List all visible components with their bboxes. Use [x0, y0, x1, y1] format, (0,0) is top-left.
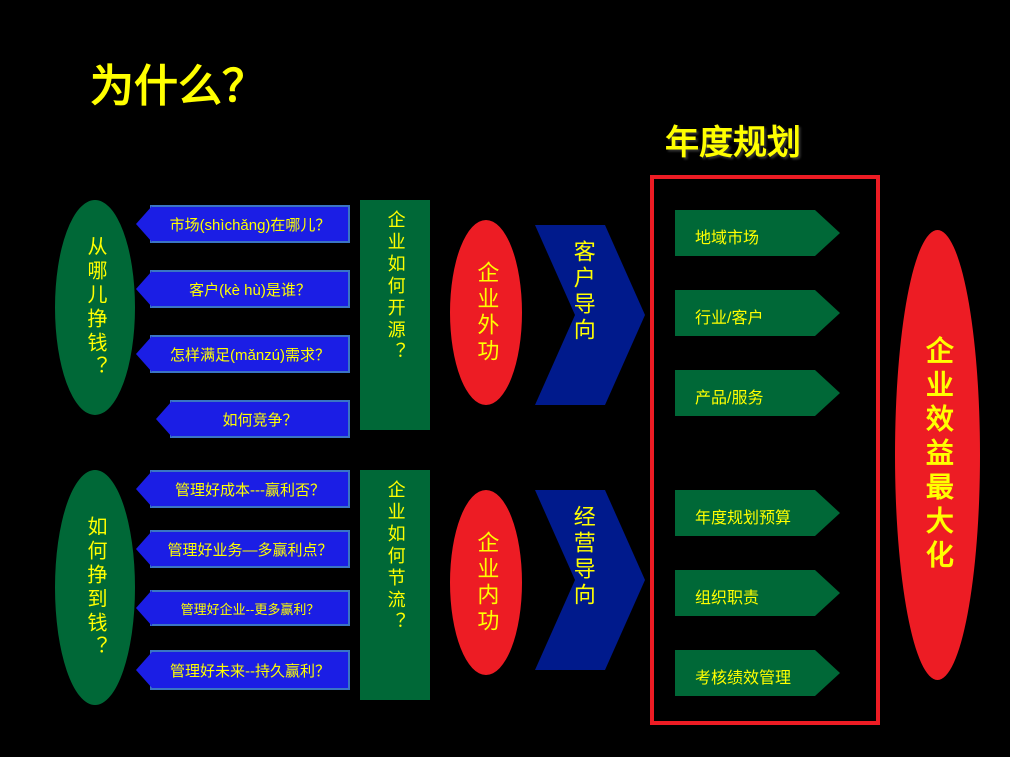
- pointer-icon: [156, 401, 172, 437]
- pointer-icon: [136, 652, 152, 688]
- ellipse-earn-from-label: 从哪儿挣钱？: [81, 236, 109, 380]
- red-ellipse-external: 企业外功: [450, 220, 522, 405]
- green-bar-throttle: 企业如何节流？: [360, 470, 430, 700]
- question-label: 管理好业务—多赢利点？: [167, 539, 332, 560]
- pointer-icon: [136, 206, 152, 242]
- right-ellipse-label: 企业效益最大化: [915, 336, 960, 574]
- green-bar-label: 企业如何开源？: [382, 210, 407, 364]
- green-bar-label: 企业如何节流？: [382, 480, 407, 634]
- question-label: 如何竞争？: [222, 409, 297, 430]
- chevron-label: 客户导向: [567, 240, 598, 344]
- chevron-customer: 客户导向: [535, 225, 650, 410]
- pointer-icon: [136, 531, 152, 567]
- plan-arrow-label: 行业/客户: [695, 304, 763, 328]
- chevron-label: 经营导向: [567, 505, 598, 609]
- plan-arrow: 组织职责: [675, 570, 845, 621]
- question-label: 市场(shìchǎng)在哪儿？: [170, 214, 331, 235]
- red-ellipse-internal: 企业内功: [450, 490, 522, 675]
- question-label: 管理好成本---赢利否？: [175, 479, 325, 500]
- pointer-icon: [136, 336, 152, 372]
- question-box: 如何竞争？: [170, 400, 350, 438]
- question-label: 管理好企业--更多赢利？: [181, 599, 320, 618]
- plan-arrow-label: 年度规划预算: [695, 504, 791, 528]
- green-bar-open-source: 企业如何开源？: [360, 200, 430, 430]
- plan-arrow-label: 产品/服务: [695, 384, 763, 408]
- page-title: 为什么？: [90, 50, 266, 114]
- question-box: 管理好业务—多赢利点？: [150, 530, 350, 568]
- pointer-icon: [136, 471, 152, 507]
- question-box: 怎样满足(mǎnzú)需求？: [150, 335, 350, 373]
- plan-arrow: 产品/服务: [675, 370, 845, 421]
- question-box: 管理好成本---赢利否？: [150, 470, 350, 508]
- question-box: 管理好企业--更多赢利？: [150, 590, 350, 626]
- right-ellipse-benefit: 企业效益最大化: [895, 230, 980, 680]
- question-label: 管理好未来--持久赢利？: [170, 660, 330, 681]
- question-label: 怎样满足(mǎnzú)需求？: [170, 344, 330, 365]
- pointer-icon: [136, 271, 152, 307]
- plan-arrow: 考核绩效管理: [675, 650, 845, 701]
- question-box: 市场(shìchǎng)在哪儿？: [150, 205, 350, 243]
- plan-header: 年度规划: [665, 115, 801, 164]
- plan-arrow-label: 组织职责: [695, 584, 759, 608]
- ellipse-earn-from: 从哪儿挣钱？: [55, 200, 135, 415]
- chevron-operation: 经营导向: [535, 490, 650, 675]
- ellipse-earn-how: 如何挣到钱？: [55, 470, 135, 705]
- question-box: 管理好未来--持久赢利？: [150, 650, 350, 690]
- plan-arrow: 年度规划预算: [675, 490, 845, 541]
- plan-arrow-label: 考核绩效管理: [695, 664, 791, 688]
- pointer-icon: [136, 590, 152, 626]
- plan-arrow-label: 地域市场: [695, 224, 759, 248]
- red-ellipse-label: 企业内功: [471, 531, 502, 635]
- question-label: 客户(kè hù)是谁？: [189, 279, 311, 300]
- plan-arrow: 行业/客户: [675, 290, 845, 341]
- ellipse-earn-how-label: 如何挣到钱？: [81, 516, 109, 660]
- question-box: 客户(kè hù)是谁？: [150, 270, 350, 308]
- red-ellipse-label: 企业外功: [471, 261, 502, 365]
- plan-arrow: 地域市场: [675, 210, 845, 261]
